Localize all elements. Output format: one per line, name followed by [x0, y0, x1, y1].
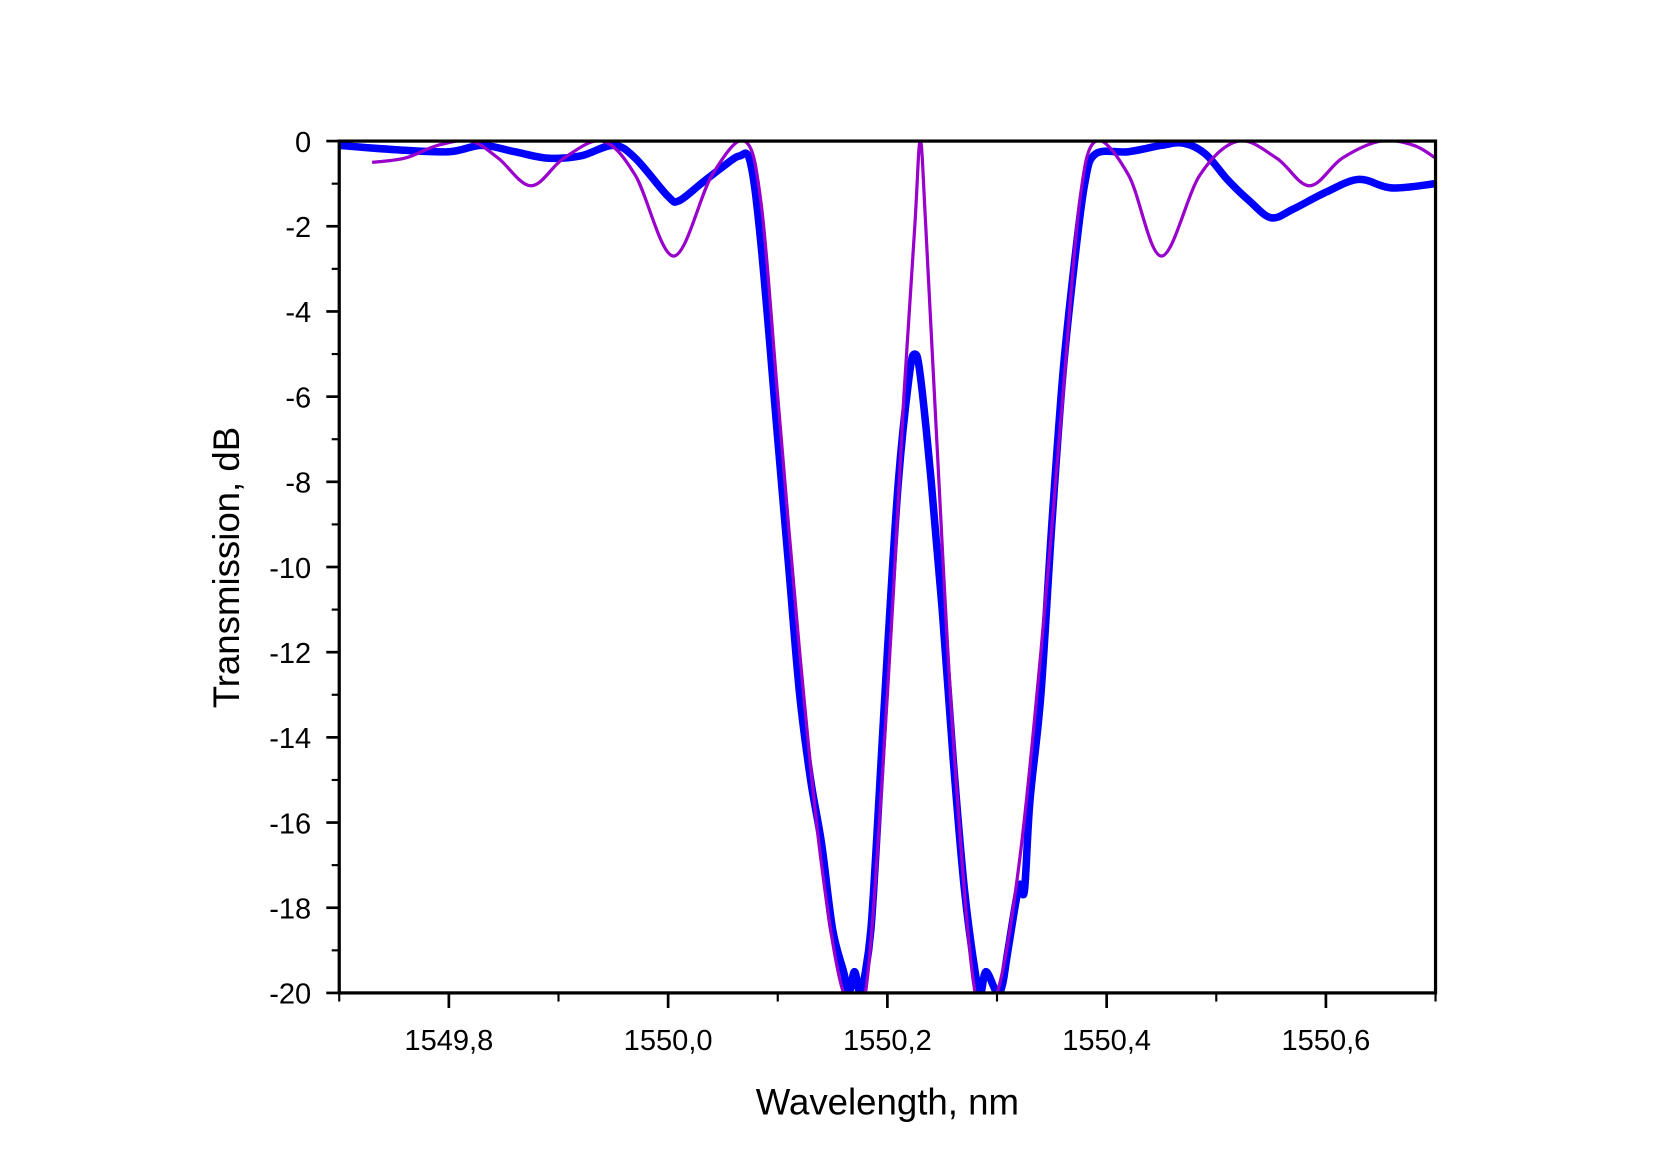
- y-tick-label: -4: [285, 297, 311, 329]
- x-tick-label: 1549,8: [404, 1025, 493, 1057]
- y-tick-label: -2: [285, 212, 311, 244]
- plot-frame: [337, 139, 1438, 995]
- y-axis-title: Transmission, dB: [206, 427, 247, 708]
- x-tick-label: 1550,4: [1062, 1025, 1151, 1057]
- series-line-simulated: [371, 141, 1436, 993]
- series-line-measured: [339, 141, 1436, 993]
- y-tick-label: -20: [269, 979, 311, 1011]
- y-tick-label: 0: [295, 127, 311, 159]
- x-tick-label: 1550,2: [843, 1025, 932, 1057]
- x-axis-title: Wavelength, nm: [756, 1082, 1019, 1123]
- series-layer: [339, 141, 1436, 993]
- y-tick-label: -14: [269, 723, 311, 755]
- y-tick-label: -8: [285, 468, 311, 500]
- y-tick-label: -18: [269, 894, 311, 926]
- x-tick-label: 1550,0: [624, 1025, 713, 1057]
- y-tick-label: -6: [285, 382, 311, 414]
- y-tick-label: -12: [269, 638, 311, 670]
- x-tick-label: 1550,6: [1281, 1025, 1370, 1057]
- ticks-layer: 1549,8 1550,0 1550,2 1550,4 1550,6 0 -2 -4 -6 -8 -…: [269, 127, 1437, 1057]
- y-tick-label: -10: [269, 553, 311, 585]
- y-tick-label: -16: [269, 808, 311, 840]
